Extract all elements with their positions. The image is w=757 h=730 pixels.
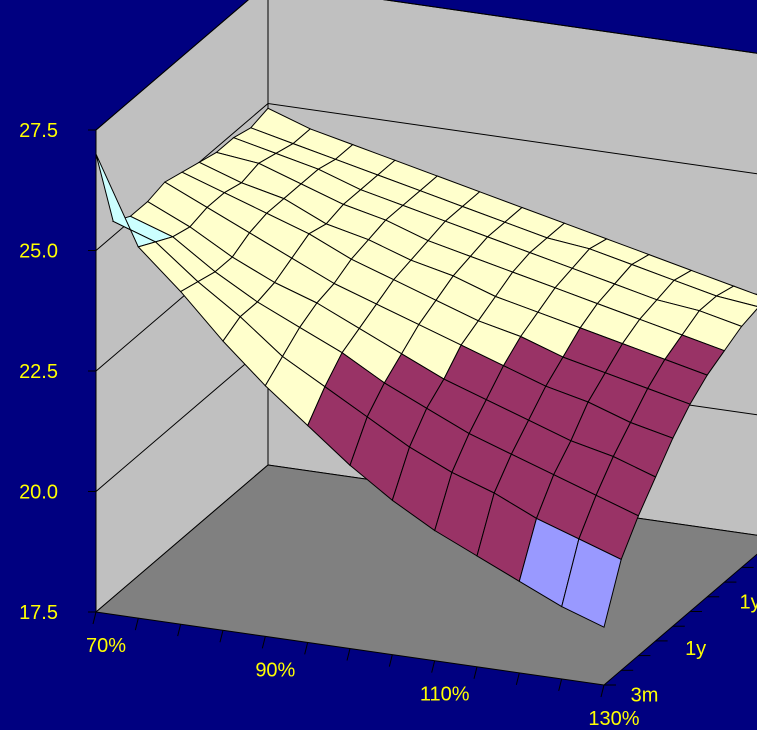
x-tick-label: 90% — [255, 659, 295, 681]
y-tick-label: 3m — [631, 685, 659, 707]
z-tick-label: 17.5 — [19, 602, 58, 624]
x-tick — [388, 654, 393, 667]
x-tick — [473, 666, 478, 679]
x-tick — [515, 672, 520, 685]
surface-mesh — [95, 107, 757, 628]
x-tick — [346, 648, 351, 661]
x-tick — [134, 617, 139, 631]
z-tick-label: 22.5 — [19, 361, 58, 383]
x-tick — [219, 630, 224, 643]
z-tick-label: 25.0 — [19, 241, 58, 263]
z-tick-label: 27.5 — [19, 120, 58, 142]
x-tick — [92, 611, 97, 625]
x-tick-label: 130% — [588, 708, 639, 730]
x-tick-label: 70% — [86, 635, 126, 657]
gridline — [95, 0, 757, 131]
axis-lines — [88, 129, 754, 698]
x-tick — [600, 684, 605, 698]
y-tick-label: 1y — [685, 638, 706, 660]
x-tick — [431, 660, 436, 673]
y-tick-label: 1y9m — [740, 592, 757, 614]
x-tick — [177, 624, 182, 637]
x-tick — [558, 678, 563, 692]
x-tick — [261, 636, 266, 649]
tick-labels: 17.5 20.0 22.5 25.0 27.5 70% 90% 110% 130%3m 1y 1y… — [19, 120, 757, 730]
z-tick-label: 20.0 — [19, 482, 58, 504]
surface-cell — [561, 538, 622, 628]
x-tick — [304, 642, 309, 655]
x-tick-label: 110% — [420, 684, 470, 706]
